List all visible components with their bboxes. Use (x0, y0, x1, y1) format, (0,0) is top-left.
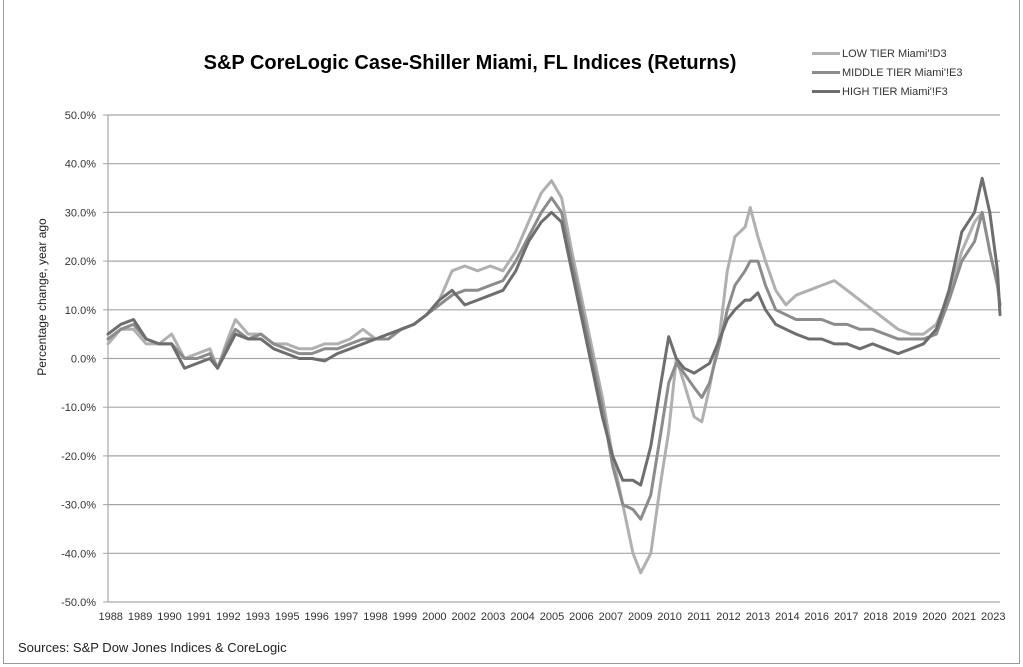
y-tick-label: -10.0% (61, 402, 96, 414)
legend-swatch-high-tier (812, 90, 840, 93)
legend-item-low-tier: LOW TIER Miami'!D3 (812, 44, 962, 63)
x-tick-label: 1996 (304, 611, 328, 623)
chart-frame (3, 0, 1020, 664)
x-tick-label: 2006 (569, 611, 593, 623)
y-tick-label: -50.0% (61, 597, 96, 609)
x-tick-label: 2016 (805, 611, 829, 623)
x-tick-label: 2000 (422, 611, 446, 623)
x-tick-label: 2014 (775, 611, 799, 623)
x-tick-label: 2019 (893, 611, 917, 623)
y-tick-label: 20.0% (65, 256, 96, 268)
x-tick-label: 2011 (687, 611, 711, 623)
legend-label-middle-tier: MIDDLE TIER Miami'!E3 (842, 66, 963, 79)
x-tick-label: 2018 (863, 611, 887, 623)
x-tick-label: 2010 (657, 611, 681, 623)
y-tick-label: 30.0% (65, 207, 96, 219)
legend-label-high-tier: HIGH TIER Miami'!F3 (842, 85, 948, 98)
y-tick-label: 50.0% (65, 110, 96, 122)
x-tick-label: 1999 (393, 611, 417, 623)
y-tick-label: -40.0% (61, 548, 96, 560)
series-line-low-tier (106, 179, 1002, 575)
x-tick-label: 1997 (334, 611, 358, 623)
x-tick-label: 1998 (363, 611, 387, 623)
y-tick-label: -20.0% (61, 451, 96, 463)
x-tick-label: 1995 (275, 611, 299, 623)
x-tick-label: 2020 (922, 611, 946, 623)
chart-legend: LOW TIER Miami'!D3 MIDDLE TIER Miami'!E3… (812, 44, 962, 101)
x-tick-label: 2003 (481, 611, 505, 623)
x-tick-label: 2021 (952, 611, 976, 623)
x-tick-label: 1991 (187, 611, 211, 623)
x-tick-label: 2013 (746, 611, 770, 623)
x-tick-label: 2002 (451, 611, 475, 623)
x-tick-label: 1992 (216, 611, 240, 623)
source-note: Sources: S&P Dow Jones Indices & CoreLog… (18, 640, 287, 655)
x-tick-label: 2017 (834, 611, 858, 623)
legend-item-middle-tier: MIDDLE TIER Miami'!E3 (812, 63, 962, 82)
x-tick-label: 1988 (98, 611, 122, 623)
y-tick-label: 0.0% (71, 354, 96, 366)
series-line-middle-tier (106, 196, 1002, 521)
legend-label-low-tier: LOW TIER Miami'!D3 (842, 47, 947, 60)
legend-item-high-tier: HIGH TIER Miami'!F3 (812, 82, 962, 101)
x-tick-label: 2009 (628, 611, 652, 623)
y-tick-label: -30.0% (61, 500, 96, 512)
legend-swatch-low-tier (812, 52, 840, 55)
y-tick-label: 40.0% (65, 159, 96, 171)
x-tick-label: 1993 (246, 611, 270, 623)
x-tick-label: 2004 (510, 611, 534, 623)
x-tick-label: 2023 (981, 611, 1005, 623)
x-tick-label: 2005 (540, 611, 564, 623)
series-line-high-tier (106, 176, 1002, 487)
chart-title: S&P CoreLogic Case-Shiller Miami, FL Ind… (203, 52, 737, 74)
legend-swatch-middle-tier (812, 71, 840, 74)
x-tick-label: 1990 (157, 611, 181, 623)
y-tick-label: 10.0% (65, 305, 96, 317)
x-tick-label: 1989 (128, 611, 152, 623)
x-tick-label: 2012 (716, 611, 740, 623)
x-tick-label: 2007 (599, 611, 623, 623)
